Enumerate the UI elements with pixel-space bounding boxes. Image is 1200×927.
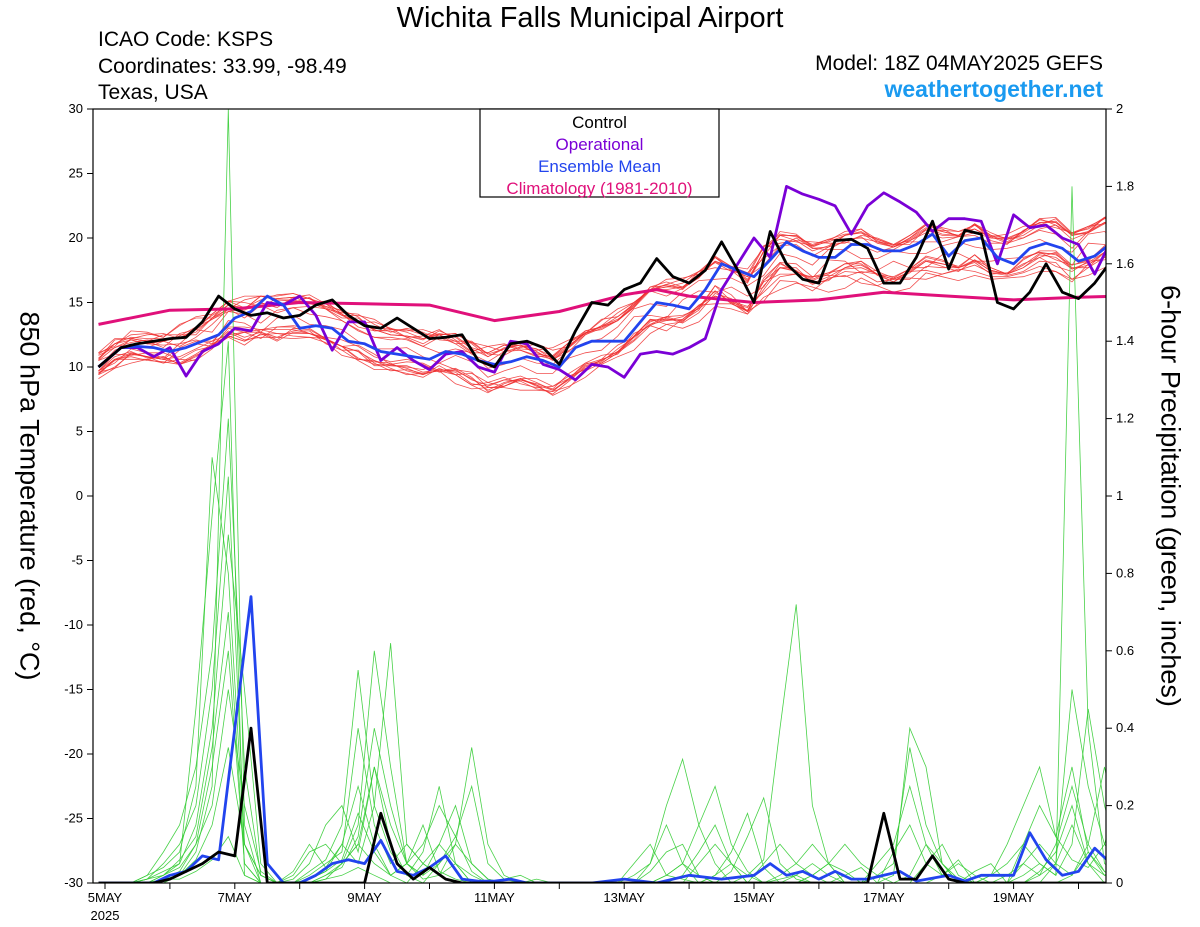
y-left-tick-label: -10 (64, 617, 83, 632)
precip-member-line (98, 109, 1106, 883)
legend-box (479, 108, 720, 198)
series-control (97, 219, 1106, 369)
y-left-tick-label: 5 (76, 424, 83, 439)
precip-member-line (98, 341, 1106, 883)
legend-entry: Climatology (1981-2010) (506, 179, 692, 198)
legend: Control Operational Ensemble Mean Climatolo… (479, 108, 720, 198)
x-tick-label: 15MAY (733, 890, 775, 905)
temp-member-line (98, 242, 1106, 378)
x-tick-label: 17MAY (863, 890, 905, 905)
coordinates: Coordinates: 33.99, -98.49 (98, 55, 347, 78)
y-right-tick-label: 1.6 (1116, 256, 1134, 271)
legend-entry: Operational (556, 135, 644, 154)
y-left-tick-label: 10 (69, 359, 83, 374)
y-right-tick-label: 0 (1116, 875, 1123, 890)
model-run: Model: 18Z 04MAY2025 GEFS (815, 52, 1103, 75)
site-link[interactable]: weathertogether.net (884, 76, 1103, 102)
temp-member-line (98, 251, 1106, 396)
y-left-tick-label: -15 (64, 682, 83, 697)
temp-member-line (98, 256, 1106, 390)
precip-member-line (98, 418, 1106, 883)
chart-title: Wichita Falls Municipal Airport (396, 2, 784, 34)
y-left-tick-label: 25 (69, 166, 83, 181)
precip-member-line (98, 728, 1106, 883)
y-left-tick-label: 0 (76, 488, 83, 503)
precip-member-line (98, 612, 1106, 883)
temp-member-line (98, 222, 1106, 356)
y-left-tick-label: -20 (64, 746, 83, 761)
temp-member-line (98, 251, 1106, 387)
temp-member-line (98, 216, 1106, 361)
temp-member-line (98, 251, 1106, 395)
x-tick-label: 7MAY (218, 890, 253, 905)
y-right-tick-label: 1.2 (1116, 411, 1134, 426)
y-right-tick-label: 1.4 (1116, 333, 1134, 348)
y-right-tick-label: 2 (1116, 101, 1123, 116)
legend-entry: Ensemble Mean (538, 157, 661, 176)
y-left-tick-label: 30 (69, 101, 83, 116)
legend-entry: Control (572, 113, 627, 132)
region: Texas, USA (98, 81, 208, 104)
y-left-tick-label: 15 (69, 295, 83, 310)
y-right-tick-label: 0.4 (1116, 720, 1134, 735)
y-right-tick-label: 1.8 (1116, 178, 1134, 193)
series-control-precipitation (98, 726, 1106, 883)
x-tick-label: 11MAY (474, 890, 515, 905)
temp-member-line (98, 231, 1106, 369)
x-tick-sublabel: 2025 (91, 908, 120, 923)
y-left-tick-label: -30 (64, 875, 83, 890)
y-right-tick-label: 0.6 (1116, 643, 1134, 658)
series-ensemble-mean-precipitation (98, 595, 1106, 883)
y-left-tick-label: 20 (69, 230, 83, 245)
x-tick-label: 5MAY (88, 890, 123, 905)
x-tick-label: 9MAY (347, 890, 382, 905)
icao-code: ICAO Code: KSPS (98, 28, 274, 51)
precip-member-line (98, 476, 1106, 883)
y-right-tick-label: 0.8 (1116, 565, 1134, 580)
x-tick-label: 13MAY (603, 890, 645, 905)
x-tick-label: 19MAY (993, 890, 1035, 905)
y-right-tick-label: 1 (1116, 488, 1123, 503)
y-right-tick-label: 0.2 (1116, 798, 1134, 813)
y-left-tick-label: -5 (71, 553, 83, 568)
y-left-tick-label: -25 (64, 811, 83, 826)
ensemble-members (98, 109, 1106, 883)
main-series (97, 184, 1106, 883)
temp-member-line (98, 266, 1106, 392)
